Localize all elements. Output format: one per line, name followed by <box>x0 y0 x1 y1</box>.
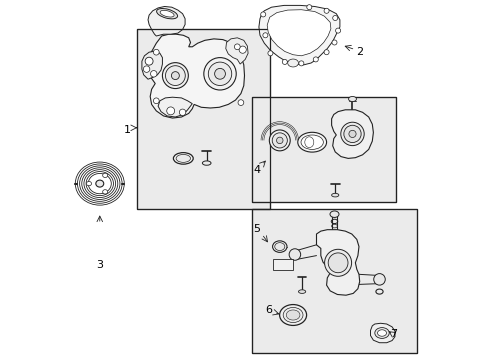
Ellipse shape <box>285 310 299 320</box>
Polygon shape <box>258 5 339 65</box>
Polygon shape <box>316 230 359 295</box>
Ellipse shape <box>332 15 337 21</box>
Ellipse shape <box>324 249 351 276</box>
Ellipse shape <box>298 61 303 66</box>
Ellipse shape <box>297 132 326 152</box>
Ellipse shape <box>274 243 284 251</box>
Ellipse shape <box>327 253 347 273</box>
Text: 3: 3 <box>96 260 103 270</box>
Ellipse shape <box>162 63 188 89</box>
Ellipse shape <box>279 305 306 325</box>
Ellipse shape <box>239 46 246 53</box>
Ellipse shape <box>153 98 159 104</box>
Ellipse shape <box>298 290 305 293</box>
Ellipse shape <box>324 50 328 55</box>
Ellipse shape <box>313 57 318 62</box>
Ellipse shape <box>179 109 185 116</box>
Ellipse shape <box>348 130 355 138</box>
Ellipse shape <box>173 153 193 164</box>
Ellipse shape <box>208 62 231 85</box>
Bar <box>136 29 269 209</box>
Polygon shape <box>158 97 192 117</box>
Polygon shape <box>142 51 162 79</box>
Ellipse shape <box>165 66 185 85</box>
Ellipse shape <box>156 9 177 19</box>
Ellipse shape <box>373 274 385 285</box>
Bar <box>136 29 269 209</box>
Text: 1: 1 <box>124 125 131 135</box>
Polygon shape <box>148 6 185 36</box>
Ellipse shape <box>260 12 265 17</box>
Ellipse shape <box>153 49 159 55</box>
Ellipse shape <box>160 10 174 17</box>
Ellipse shape <box>272 133 287 148</box>
Ellipse shape <box>374 328 388 338</box>
Text: 6: 6 <box>265 305 272 315</box>
Ellipse shape <box>288 249 300 260</box>
Ellipse shape <box>329 211 338 217</box>
Ellipse shape <box>102 173 107 177</box>
Ellipse shape <box>86 181 91 186</box>
Ellipse shape <box>202 161 211 165</box>
Bar <box>251 209 416 353</box>
Text: 2: 2 <box>355 47 363 57</box>
Text: 4: 4 <box>253 165 260 175</box>
Ellipse shape <box>238 100 244 105</box>
Ellipse shape <box>335 28 340 33</box>
Polygon shape <box>225 38 247 64</box>
Ellipse shape <box>283 307 303 323</box>
Ellipse shape <box>282 59 287 64</box>
Ellipse shape <box>102 190 107 194</box>
Ellipse shape <box>340 122 364 146</box>
Ellipse shape <box>143 66 149 72</box>
Text: 5: 5 <box>253 224 260 234</box>
Ellipse shape <box>176 154 190 162</box>
Ellipse shape <box>234 44 240 50</box>
Bar <box>273 259 292 270</box>
Ellipse shape <box>301 135 323 149</box>
Bar <box>251 97 395 202</box>
Ellipse shape <box>348 96 356 102</box>
Ellipse shape <box>304 137 313 148</box>
Ellipse shape <box>203 58 236 90</box>
Polygon shape <box>147 34 244 118</box>
Polygon shape <box>266 10 330 56</box>
Ellipse shape <box>166 107 174 115</box>
Ellipse shape <box>287 59 298 67</box>
Ellipse shape <box>331 40 336 45</box>
Ellipse shape <box>214 68 225 79</box>
Bar <box>251 209 416 353</box>
Ellipse shape <box>150 71 157 77</box>
Ellipse shape <box>145 57 153 65</box>
Polygon shape <box>331 110 373 158</box>
Ellipse shape <box>306 5 311 10</box>
Ellipse shape <box>324 8 328 13</box>
Ellipse shape <box>269 130 289 151</box>
Ellipse shape <box>276 137 283 144</box>
Ellipse shape <box>171 72 179 80</box>
Ellipse shape <box>267 51 272 56</box>
Ellipse shape <box>331 193 338 197</box>
Ellipse shape <box>263 33 267 38</box>
Polygon shape <box>370 323 394 343</box>
Ellipse shape <box>272 241 286 252</box>
Text: 7: 7 <box>389 329 397 339</box>
Ellipse shape <box>377 330 386 336</box>
Ellipse shape <box>343 125 361 143</box>
Bar <box>251 97 395 202</box>
Ellipse shape <box>96 180 103 187</box>
